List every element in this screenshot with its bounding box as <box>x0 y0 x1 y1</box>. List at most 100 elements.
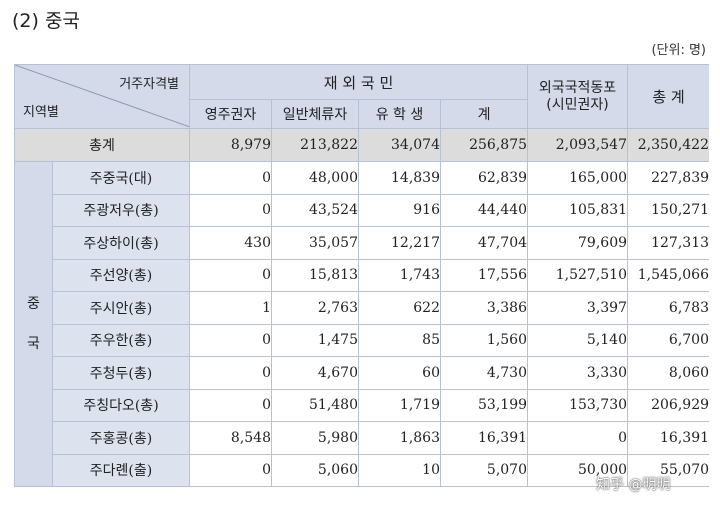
value-cell: 0 <box>189 388 272 422</box>
value-cell: 3,386 <box>439 291 529 325</box>
value-cell: 622 <box>358 291 441 325</box>
value-cell: 916 <box>358 193 441 227</box>
value-cell: 4,670 <box>271 356 359 390</box>
header-col-subtotal: 계 <box>439 99 529 129</box>
table-row: 주상하이(총) 430 35,057 12,217 47,704 79,609 … <box>15 226 709 260</box>
header-col-permanent: 영주권자 <box>189 99 272 129</box>
total-cell: 8,979 <box>189 128 272 162</box>
value-cell: 55,070 <box>627 453 709 487</box>
header-grand-total: 총 계 <box>627 64 709 129</box>
office-name: 주상하이(총) <box>52 226 190 260</box>
value-cell: 16,391 <box>439 421 529 455</box>
value-cell: 153,730 <box>527 388 629 422</box>
value-cell: 51,480 <box>271 388 359 422</box>
value-cell: 0 <box>527 421 629 455</box>
value-cell: 4,730 <box>439 356 529 390</box>
value-cell: 5,980 <box>271 421 359 455</box>
value-cell: 430 <box>189 226 272 260</box>
value-cell: 0 <box>189 258 272 292</box>
value-cell: 1,863 <box>358 421 441 455</box>
total-cell: 34,074 <box>358 128 441 162</box>
value-cell: 16,391 <box>627 421 709 455</box>
total-cell: 2,350,422 <box>627 128 709 162</box>
office-name: 주광저우(총) <box>52 193 190 227</box>
section-heading: (2) 중국 <box>12 10 80 32</box>
header-corner-cell: 거주자격별 지역별 <box>14 64 190 129</box>
value-cell: 6,783 <box>627 291 709 325</box>
value-cell: 0 <box>189 193 272 227</box>
header-region: 지역별 <box>23 105 59 120</box>
office-name: 주중국(대) <box>52 161 190 195</box>
value-cell: 1,475 <box>271 323 359 357</box>
value-cell: 227,839 <box>627 161 709 195</box>
table-row: 주우한(총) 0 1,475 85 1,560 5,140 6,700 <box>15 323 709 357</box>
total-row: 총계 8,979 213,822 34,074 256,875 2,093,54… <box>14 128 709 162</box>
header-residence-status: 거주자격별 <box>119 77 179 92</box>
total-cell: 213,822 <box>271 128 359 162</box>
header-nationals-group: 재 외 국 민 <box>188 64 529 100</box>
value-cell: 0 <box>189 356 272 390</box>
office-name: 주시안(총) <box>52 291 190 325</box>
region-label: 중 국 <box>14 161 53 487</box>
value-cell: 105,831 <box>527 193 629 227</box>
value-cell: 1 <box>189 291 272 325</box>
value-cell: 50,000 <box>527 453 629 487</box>
value-cell: 43,524 <box>271 193 359 227</box>
header-foreign-nationals: 외국국적동포 (시민권자) <box>527 64 629 129</box>
value-cell: 48,000 <box>271 161 359 195</box>
office-name: 주청두(총) <box>52 356 190 390</box>
value-cell: 5,070 <box>439 453 529 487</box>
value-cell: 79,609 <box>527 226 629 260</box>
value-cell: 6,700 <box>627 323 709 357</box>
unit-label: (단위: 명) <box>651 43 706 58</box>
value-cell: 60 <box>358 356 441 390</box>
header-col-general: 일반체류자 <box>271 99 359 129</box>
value-cell: 85 <box>358 323 441 357</box>
value-cell: 15,813 <box>271 258 359 292</box>
value-cell: 165,000 <box>527 161 629 195</box>
value-cell: 1,719 <box>358 388 441 422</box>
value-cell: 127,313 <box>627 226 709 260</box>
table-row: 주선양(총) 0 15,813 1,743 17,556 1,527,510 1… <box>15 258 709 292</box>
header-col-student: 유 학 생 <box>358 99 441 129</box>
value-cell: 1,560 <box>439 323 529 357</box>
table-row: 주다롄(출) 0 5,060 10 5,070 50,000 55,070 <box>15 453 709 487</box>
value-cell: 10 <box>358 453 441 487</box>
table-row: 주칭다오(총) 0 51,480 1,719 53,199 153,730 20… <box>15 388 709 422</box>
value-cell: 53,199 <box>439 388 529 422</box>
value-cell: 150,271 <box>627 193 709 227</box>
value-cell: 0 <box>189 453 272 487</box>
statistics-table-wrapper: 거주자격별 지역별 재 외 국 민 외국국적동포 (시민권자) 총 계 영주권자… <box>14 64 709 506</box>
value-cell: 1,545,066 <box>627 258 709 292</box>
value-cell: 14,839 <box>358 161 441 195</box>
table-row: 주시안(총) 1 2,763 622 3,386 3,397 6,783 <box>15 291 709 325</box>
office-name: 주다롄(출) <box>52 453 190 487</box>
value-cell: 3,330 <box>527 356 629 390</box>
total-cell: 2,093,547 <box>527 128 629 162</box>
value-cell: 3,397 <box>527 291 629 325</box>
value-cell: 0 <box>189 323 272 357</box>
value-cell: 2,763 <box>271 291 359 325</box>
value-cell: 47,704 <box>439 226 529 260</box>
value-cell: 0 <box>189 161 272 195</box>
office-name: 주선양(총) <box>52 258 190 292</box>
total-row-label: 총계 <box>14 128 190 162</box>
value-cell: 62,839 <box>439 161 529 195</box>
header-row-1: 거주자격별 지역별 재 외 국 민 외국국적동포 (시민권자) 총 계 <box>14 64 709 129</box>
value-cell: 8,548 <box>189 421 272 455</box>
watermark: 知乎 @明明 <box>596 477 671 493</box>
statistics-table: 거주자격별 지역별 재 외 국 민 외국국적동포 (시민권자) 총 계 영주권자… <box>14 64 709 487</box>
office-name: 주칭다오(총) <box>52 388 190 422</box>
value-cell: 5,140 <box>527 323 629 357</box>
value-cell: 1,527,510 <box>527 258 629 292</box>
value-cell: 5,060 <box>271 453 359 487</box>
value-cell: 8,060 <box>627 356 709 390</box>
value-cell: 1,743 <box>358 258 441 292</box>
value-cell: 206,929 <box>627 388 709 422</box>
table-row: 주청두(총) 0 4,670 60 4,730 3,330 8,060 <box>15 356 709 390</box>
value-cell: 35,057 <box>271 226 359 260</box>
table-row: 주광저우(총) 0 43,524 916 44,440 105,831 150,… <box>15 193 709 227</box>
office-name: 주홍콩(총) <box>52 421 190 455</box>
table-row: 주홍콩(총) 8,548 5,980 1,863 16,391 0 16,391 <box>15 421 709 455</box>
office-name: 주우한(총) <box>52 323 190 357</box>
